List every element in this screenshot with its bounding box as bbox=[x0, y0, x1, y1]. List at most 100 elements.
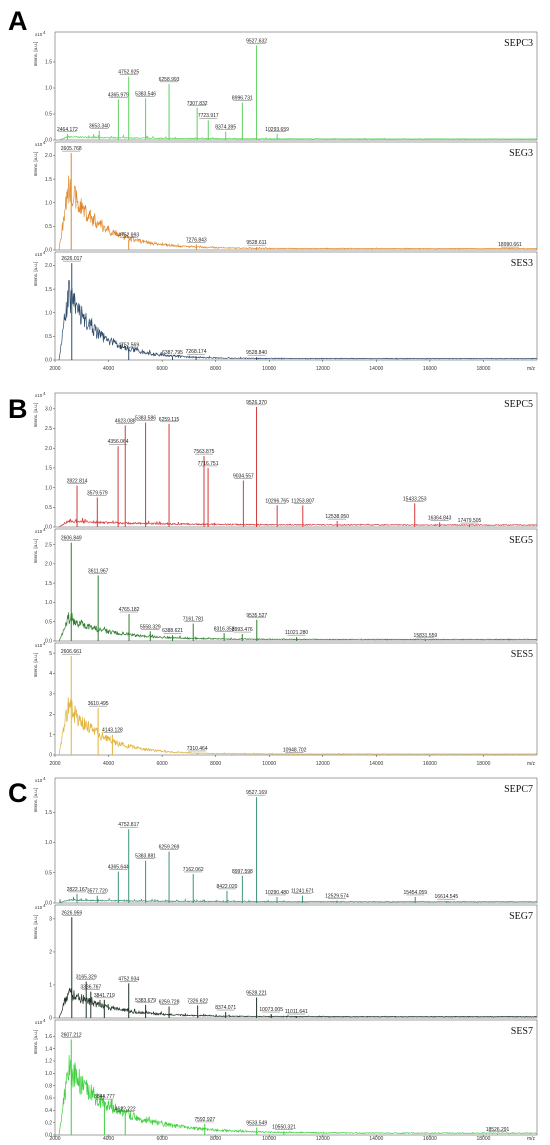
x-tick-label: 12000 bbox=[316, 1136, 330, 1142]
peak-label: 7716.751 bbox=[198, 461, 219, 467]
series-name: SEPC5 bbox=[504, 399, 533, 410]
peak-label: 7723.917 bbox=[198, 113, 219, 119]
peak-label: 11253.807 bbox=[291, 498, 314, 504]
y-tick-label: 0.5 bbox=[45, 505, 52, 511]
y-axis-label: Intens. [a.u.] bbox=[33, 1030, 38, 1055]
peak-label: 9034.557 bbox=[233, 474, 254, 480]
peak-label: 2606.661 bbox=[61, 649, 82, 655]
peak-label: 2605.768 bbox=[61, 146, 82, 152]
peak-label: 16614.545 bbox=[435, 894, 459, 900]
spectrum-trace bbox=[58, 697, 537, 756]
peak-label: 7161.781 bbox=[183, 617, 204, 623]
series-name: SEG5 bbox=[509, 535, 533, 546]
y-tick-label: 0.5 bbox=[45, 334, 52, 340]
y-exponent-power: 4 bbox=[43, 527, 46, 532]
y-tick-label: 1.5 bbox=[45, 177, 52, 183]
x-tick-label: 18000 bbox=[476, 1136, 490, 1142]
x-tick-label: 14000 bbox=[369, 1136, 383, 1142]
y-axis-label: Intens. [a.u.] bbox=[33, 539, 38, 564]
y-tick-label: 0.6 bbox=[45, 1096, 52, 1102]
y-exponent-power: 4 bbox=[43, 140, 46, 145]
subplot-ses3: 0.0 0.5 1.0 1.5 2.0 Intens. [a.u.] x10 4 SES3 262… bbox=[33, 250, 538, 364]
plot-frame bbox=[54, 392, 538, 528]
peak-label: 16364.843 bbox=[428, 515, 452, 521]
x-tick-label: 8000 bbox=[210, 761, 221, 767]
spectrum-trace bbox=[58, 896, 537, 904]
y-tick-label: 0.5 bbox=[45, 112, 52, 118]
peak-label: 3577.720 bbox=[87, 889, 108, 895]
peak-label: 4623.088 bbox=[115, 418, 136, 424]
plot-frame bbox=[54, 1019, 538, 1136]
y-exponent: x10 bbox=[35, 778, 43, 783]
peak-label: 6387.795 bbox=[162, 350, 183, 356]
y-tick-label: 0.0 bbox=[45, 639, 52, 645]
peak-label: 7592.927 bbox=[194, 1117, 215, 1123]
peak-label: 3579.579 bbox=[87, 490, 108, 496]
x-tick-label: 4000 bbox=[103, 366, 114, 372]
peak-label: 9526.370 bbox=[246, 400, 267, 406]
spectrum-trace bbox=[58, 988, 537, 1019]
y-tick-label: 0.0 bbox=[45, 138, 52, 144]
peak-label: 3610.495 bbox=[88, 701, 109, 707]
peak-label: 5383.586 bbox=[135, 416, 156, 422]
peak-label: 8422.020 bbox=[217, 884, 238, 890]
spectrum-trace bbox=[58, 175, 537, 251]
y-axis-label: Intens. [a.u.] bbox=[33, 653, 38, 678]
panel-label: B bbox=[8, 394, 28, 424]
y-tick-label: 0.0 bbox=[45, 248, 52, 254]
series-name: SEG7 bbox=[509, 911, 533, 922]
y-axis-label: Intens. [a.u.] bbox=[33, 152, 38, 177]
x-axis-label: m/z bbox=[527, 1136, 536, 1142]
x-tick-label: 8000 bbox=[210, 1136, 221, 1142]
peak-label: 4752.569 bbox=[118, 343, 139, 349]
peak-label: 15433.253 bbox=[403, 496, 427, 502]
y-axis-label: Intens. [a.u.] bbox=[33, 788, 38, 813]
y-exponent-power: 4 bbox=[43, 250, 46, 255]
x-tick-label: 10000 bbox=[262, 366, 276, 372]
peak-label: 6258.993 bbox=[159, 77, 180, 83]
y-tick-label: 0 bbox=[49, 753, 52, 759]
spectrum-trace bbox=[58, 612, 537, 642]
y-tick-label: 1.0 bbox=[45, 86, 52, 92]
y-exponent: x10 bbox=[35, 529, 43, 534]
peak-label: 11021.280 bbox=[285, 630, 308, 636]
y-exponent: x10 bbox=[35, 905, 43, 910]
peak-label: 10293.659 bbox=[265, 127, 289, 133]
peak-label: 3336.767 bbox=[80, 985, 101, 991]
plot-frame bbox=[54, 528, 538, 642]
plot-frame bbox=[54, 31, 538, 141]
peak-label: 9533.549 bbox=[246, 1121, 267, 1127]
y-axis-label: Intens. [a.u.] bbox=[33, 403, 38, 428]
x-tick-label: 12000 bbox=[316, 366, 330, 372]
y-axis-label: Intens. [a.u.] bbox=[33, 915, 38, 940]
y-tick-label: 0.0 bbox=[45, 525, 52, 531]
y-tick-label: 2.0 bbox=[45, 446, 52, 452]
y-tick-label: 0.0 bbox=[45, 1133, 52, 1139]
y-tick-label: 0 bbox=[49, 1016, 52, 1022]
x-tick-label: 14000 bbox=[369, 366, 383, 372]
peak-label: 4356.064 bbox=[108, 439, 129, 445]
subplot-ses7: 0.0 0.2 0.4 0.6 0.8 1.0 1.2 1.4 1.6 Intens. [a.u.… bbox=[33, 1018, 538, 1139]
peak-label: 2464.172 bbox=[57, 127, 78, 133]
y-tick-label: 2.0 bbox=[45, 153, 52, 159]
peak-label: 4752.817 bbox=[118, 822, 139, 828]
peak-label: 3841.719 bbox=[94, 993, 115, 999]
x-axis-label: m/z bbox=[527, 761, 536, 767]
x-tick-label: 16000 bbox=[423, 761, 437, 767]
peak-label: 9528.221 bbox=[246, 991, 267, 997]
y-tick-label: 3 bbox=[49, 917, 52, 923]
peak-label: 6388.621 bbox=[162, 628, 183, 634]
plot-frame bbox=[54, 251, 538, 361]
y-tick-label: 2.0 bbox=[45, 562, 52, 568]
peak-label: 4365.979 bbox=[108, 92, 129, 98]
y-tick-label: 1.0 bbox=[45, 840, 52, 846]
plot-frame bbox=[54, 777, 538, 904]
y-tick-label: 0.0 bbox=[45, 358, 52, 364]
y-tick-label: 0.5 bbox=[45, 619, 52, 625]
y-exponent-power: 4 bbox=[43, 1018, 46, 1023]
y-tick-label: 3 bbox=[49, 692, 52, 698]
